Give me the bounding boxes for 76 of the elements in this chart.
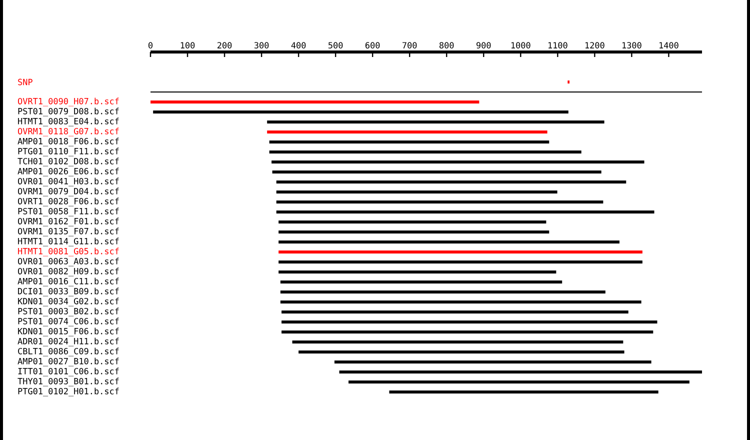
y-tick-label: OVR01_0082_H09.b.scf [18, 268, 119, 276]
y-tick-label: ITT01_0101_C06.b.scf [18, 368, 119, 376]
bar [267, 130, 548, 134]
y-tick-label: HTMT1_0114_G11.b.scf [18, 238, 119, 246]
y-tick-label: PTG01_0102_H01.b.scf [18, 388, 119, 396]
y-tick-label: PST01_0079_D08.b.scf [18, 108, 119, 116]
y-tick-label: OVRT1_0028_F06.b.scf [18, 198, 119, 206]
bar [276, 200, 604, 204]
y-tick-label: OVRT1_0090_H07.b.scf [18, 98, 119, 106]
y-tick-label: OVR01_0063_A03.b.scf [18, 258, 119, 266]
bar [292, 340, 624, 344]
y-tick-label: OVRM1_0079_D04.b.scf [18, 188, 119, 196]
x-tick-label: 600 [365, 42, 380, 48]
y-tick-label: PTG01_0110_F11.b.scf [18, 148, 119, 156]
bar [282, 320, 658, 324]
bar [389, 390, 658, 394]
y-tick-label: THY01_0093_B01.b.scf [18, 378, 119, 386]
bar [280, 300, 642, 304]
y-tick-label: KDN01_0034_G02.b.scf [18, 298, 119, 306]
x-tick-label: 1400 [660, 42, 678, 48]
x-tick-label: 0 [148, 42, 152, 48]
bar [272, 170, 602, 174]
x-tick-label: 100 [180, 42, 195, 48]
bar [278, 220, 546, 224]
x-tick-label: 1300 [622, 42, 642, 48]
bar [280, 290, 606, 294]
y-tick-label: OVRM1_0162_F01.b.scf [18, 218, 119, 226]
bar [278, 240, 620, 244]
y-tick-label: AMP01_0016_C11.b.scf [18, 278, 119, 286]
y-tick-label: PST01_0058_F11.b.scf [18, 208, 119, 216]
y-tick-label: OVR01_0041_H03.b.scf [18, 178, 119, 186]
bar [298, 350, 624, 354]
bar [282, 330, 654, 334]
bar [269, 140, 550, 144]
bar [276, 190, 558, 194]
y-tick-label: AMP01_0018_F06.b.scf [18, 138, 119, 146]
y-tick-label: SNP [18, 78, 32, 86]
y-tick-label: OVRM1_0135_F07.b.scf [18, 228, 119, 236]
y-tick-label: HTMT1_0081_G05.b.scf [18, 248, 119, 256]
bar [278, 260, 642, 264]
y-tick-label: TCH01_0102_D08.b.scf [18, 158, 119, 166]
x-tick-label: 700 [402, 42, 417, 48]
bar [272, 160, 644, 164]
y-tick-label: ADR01_0024_H11.b.scf [18, 338, 119, 346]
x-tick-label: 300 [254, 42, 269, 48]
x-tick-label: 800 [440, 42, 454, 48]
bar [339, 370, 702, 374]
x-tick-label: 1100 [548, 42, 568, 48]
x-tick-label: 1000 [511, 42, 530, 48]
x-tick-label: 400 [291, 42, 306, 48]
y-tick-label: PST01_0074_C06.b.scf [18, 318, 119, 326]
y-tick-label: AMP01_0027_B10.b.scf [18, 358, 119, 366]
y-tick-label: HTMT1_0083_E04.b.scf [18, 118, 119, 126]
bar [348, 380, 690, 384]
y-tick-label: KDN01_0015_F06.b.scf [18, 328, 119, 336]
bar [280, 280, 562, 284]
bar [276, 180, 626, 184]
y-tick-label: CBLT1_0086_C09.b.scf [18, 348, 119, 356]
bar [334, 360, 652, 364]
x-tick-label: 900 [476, 42, 491, 48]
bar [276, 210, 654, 214]
y-tick-label: DCI01_0033_B09.b.scf [18, 288, 119, 296]
x-tick-label: 200 [218, 42, 232, 48]
x-tick-label: 1200 [585, 42, 604, 48]
bar [278, 250, 642, 254]
bar [269, 150, 582, 154]
y-tick-label: OVRM1_0118_G07.b.scf [18, 128, 119, 136]
y-tick-label: AMP01_0026_E06.b.scf [18, 168, 119, 176]
bar [278, 230, 550, 234]
bar [153, 110, 568, 114]
x-tick-label: 500 [328, 42, 343, 48]
bar [267, 120, 604, 124]
bar [282, 310, 628, 314]
bar [150, 100, 480, 104]
y-tick-label: PST01_0003_B02.b.scf [18, 308, 119, 316]
bar [278, 270, 556, 274]
